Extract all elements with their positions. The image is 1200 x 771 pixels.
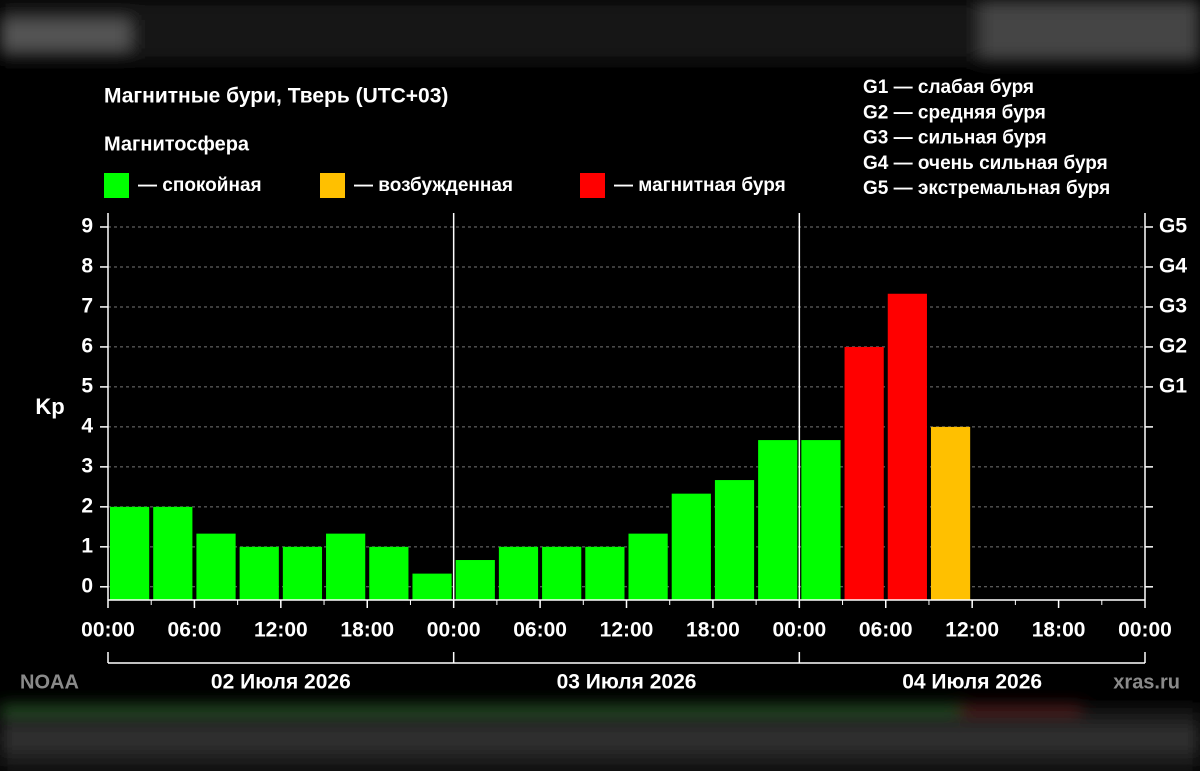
x-tick-label: 18:00 — [1032, 619, 1086, 642]
bar — [628, 533, 668, 600]
y-tick-label: 0 — [81, 574, 93, 597]
y-tick-label: 6 — [81, 334, 93, 357]
x-tick-label: 06:00 — [513, 619, 567, 642]
x-tick-label: 00:00 — [427, 619, 481, 642]
bar — [196, 533, 236, 600]
y-tick-label: 2 — [81, 494, 93, 517]
y-tick-label: 4 — [81, 414, 93, 437]
x-tick-label: 06:00 — [859, 619, 913, 642]
chart-title: Магнитные бури, Тверь (UTC+03) — [104, 85, 448, 108]
bar — [498, 546, 539, 600]
y-tick-label: 5 — [81, 374, 93, 397]
blurred-footer — [0, 706, 1200, 771]
y-tick-label: 3 — [81, 454, 93, 477]
bar — [671, 493, 711, 600]
y2-tick-label: G1 — [1159, 374, 1187, 397]
y2-tick-label: G5 — [1159, 215, 1187, 238]
bar — [585, 546, 625, 600]
source: NOAA — [20, 671, 79, 693]
day-label: 04 Июля 2026 — [902, 671, 1042, 694]
bar — [239, 546, 279, 600]
x-tick-label: 00:00 — [772, 619, 826, 642]
blurred-header — [0, 0, 1200, 62]
bar — [455, 560, 495, 600]
legend-label: — спокойная — [138, 175, 262, 196]
x-tick-label: 18:00 — [340, 619, 394, 642]
x-tick-label: 12:00 — [600, 619, 654, 642]
y-tick-label: 9 — [81, 215, 93, 238]
y-tick-label: 7 — [81, 294, 93, 317]
legend-label: — возбужденная — [354, 175, 513, 196]
legend-swatch — [580, 173, 605, 198]
x-tick-label: 00:00 — [81, 619, 135, 642]
x-tick-label: 12:00 — [945, 619, 999, 642]
legend-label: — магнитная буря — [614, 175, 786, 196]
scale-note: G5 — экстремальная буря — [863, 178, 1110, 199]
bar — [542, 546, 582, 600]
x-tick-label: 12:00 — [254, 619, 308, 642]
bar — [801, 440, 841, 600]
day-label: 03 Июля 2026 — [557, 671, 697, 694]
scale-note: G4 — очень сильная буря — [863, 153, 1108, 174]
bar — [930, 426, 971, 600]
y2-tick-label: G3 — [1159, 294, 1187, 317]
bar — [844, 346, 884, 600]
chart-subtitle: Магнитосфера — [104, 133, 250, 155]
bar — [369, 546, 409, 600]
bar — [282, 546, 323, 600]
y-tick-label: 1 — [81, 534, 93, 557]
bar — [412, 573, 452, 600]
bar — [110, 506, 150, 600]
bar — [153, 506, 193, 600]
bar — [326, 533, 366, 600]
bar — [758, 440, 798, 600]
x-tick-label: 06:00 — [168, 619, 222, 642]
legend-swatch — [104, 173, 129, 198]
legend-swatch — [320, 173, 345, 198]
x-tick-label: 00:00 — [1118, 619, 1172, 642]
bar — [714, 480, 755, 600]
y2-tick-label: G4 — [1159, 255, 1187, 278]
day-label: 02 Июля 2026 — [211, 671, 351, 694]
y-axis-label: Kp — [35, 394, 64, 419]
scale-note: G2 — средняя буря — [863, 102, 1046, 123]
y2-tick-label: G2 — [1159, 334, 1187, 357]
y-tick-label: 8 — [81, 255, 93, 278]
bar — [887, 293, 927, 600]
credit: xras.ru — [1113, 671, 1180, 693]
scale-note: G3 — сильная буря — [863, 128, 1047, 149]
x-tick-label: 18:00 — [686, 619, 740, 642]
scale-note: G1 — слабая буря — [863, 77, 1034, 98]
